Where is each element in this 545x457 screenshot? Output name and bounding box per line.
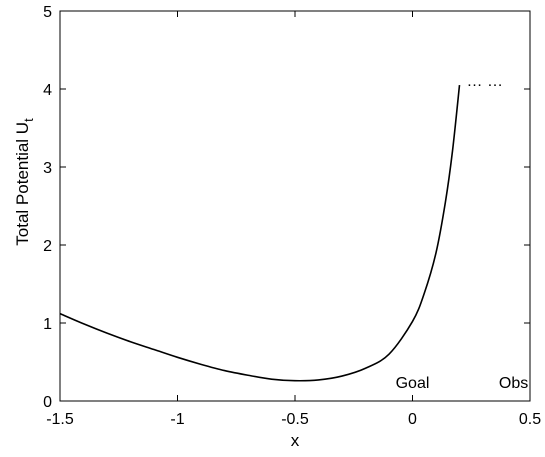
continuation-dots: … … bbox=[467, 73, 503, 90]
y-tick-label: 0 bbox=[43, 394, 52, 411]
y-tick-label: 3 bbox=[43, 160, 52, 177]
annotations: Goal Obs bbox=[396, 375, 529, 392]
x-tick-label: -1 bbox=[170, 411, 184, 428]
y-axis: 0 1 2 3 4 5 bbox=[43, 4, 530, 411]
x-tick-label: 0.5 bbox=[519, 411, 541, 428]
x-axis: -1.5 -1 -0.5 0 0.5 bbox=[46, 11, 541, 428]
y-tick-label: 5 bbox=[43, 4, 52, 21]
y-tick-label: 4 bbox=[43, 82, 52, 99]
annotation-obs: Obs bbox=[499, 375, 528, 392]
y-axis-label-main: Total Potential U bbox=[13, 122, 32, 246]
x-tick-label: 0 bbox=[408, 411, 417, 428]
x-tick-label: -0.5 bbox=[281, 411, 309, 428]
y-tick-label: 2 bbox=[43, 238, 52, 255]
x-axis-label: x bbox=[291, 431, 300, 450]
y-axis-label: Total Potential Ut bbox=[13, 118, 36, 246]
plot-area bbox=[59, 10, 531, 402]
y-tick-label: 1 bbox=[43, 316, 52, 333]
annotation-goal: Goal bbox=[396, 375, 430, 392]
total-potential-line bbox=[59, 85, 461, 382]
y-axis-label-subscript: t bbox=[21, 118, 36, 122]
x-tick-label: -1.5 bbox=[46, 411, 74, 428]
